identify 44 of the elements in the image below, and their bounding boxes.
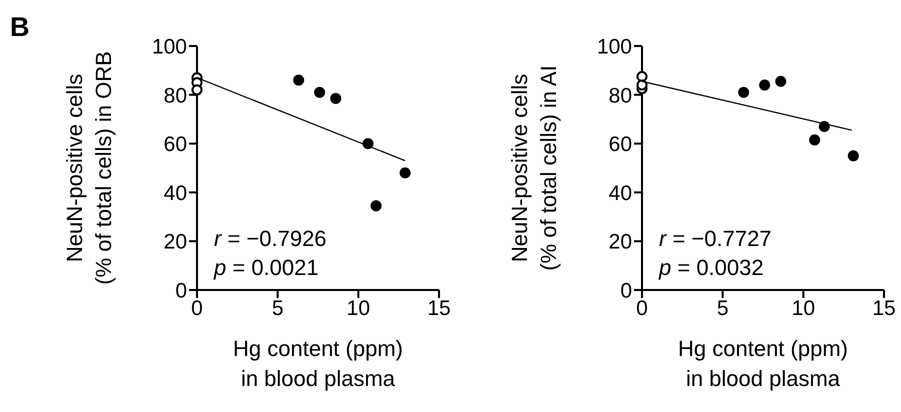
y-tick-label: 100 [152, 35, 187, 58]
y-tick-label: 60 [164, 133, 187, 156]
annotation: p = 0.0032 [658, 254, 764, 280]
x-axis-title: Hg content (ppm) in blood plasma [678, 336, 848, 391]
y-tick-label: 20 [164, 230, 187, 254]
x-axis-title: Hg content (ppm) in blood plasma [233, 336, 403, 391]
y-tick-label: 80 [164, 84, 187, 108]
annotation: r = −0.7727 [659, 226, 772, 251]
y-tick-label: 0 [175, 279, 187, 302]
point [314, 86, 326, 98]
point [636, 70, 648, 82]
annotation: p = 0.0021 [213, 254, 319, 280]
x-tick-label: 15 [427, 296, 451, 320]
y-axis-title: NeuN-positive cells (% of total cells) in ORB [62, 51, 116, 285]
x-tick-label: 10 [346, 296, 370, 320]
y-tick-label: 100 [596, 35, 632, 58]
y-tick-label: 80 [608, 84, 632, 108]
y-tick-label: 40 [608, 182, 632, 205]
x-tick-label: 0 [191, 296, 203, 320]
x-tick-label: 5 [716, 296, 729, 320]
point [738, 86, 750, 98]
y-tick-label: 0 [620, 279, 632, 302]
point [362, 138, 374, 150]
point [330, 92, 342, 104]
point [636, 80, 648, 91]
text: B [10, 12, 30, 42]
annotation: r = −0.7926 [214, 226, 327, 251]
point [848, 150, 859, 162]
y-tick-label: 40 [164, 182, 187, 205]
y-tick-label: 60 [608, 133, 632, 156]
x-tick-label: 15 [872, 296, 896, 320]
point [809, 134, 820, 146]
point [818, 121, 830, 132]
x-tick-label: 0 [636, 296, 648, 320]
point [370, 200, 382, 212]
point [400, 167, 411, 178]
point [775, 76, 786, 87]
x-tick-label: 5 [272, 296, 284, 320]
x-tick-label: 10 [792, 296, 816, 320]
point [191, 84, 203, 96]
point [759, 80, 770, 91]
y-tick-label: 20 [608, 230, 632, 254]
y-axis-title: NeuN-positive cells (% of total cells) in AI [507, 65, 561, 271]
point [293, 74, 304, 86]
